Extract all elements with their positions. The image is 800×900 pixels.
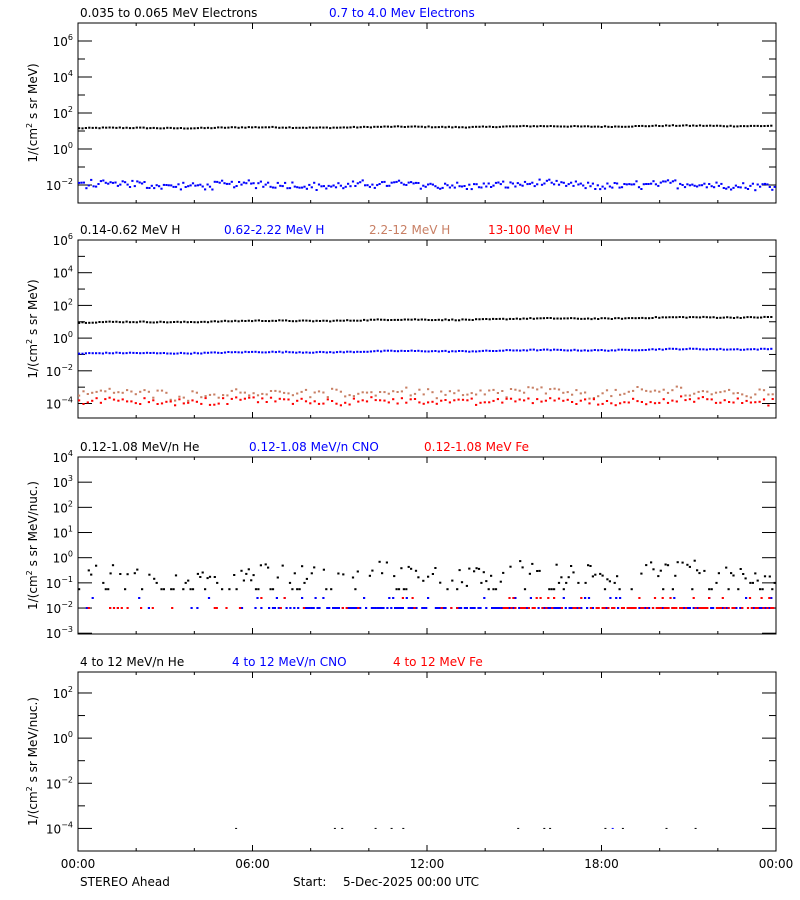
legend-entry: 0.035 to 0.065 MeV Electrons: [80, 6, 257, 20]
legend-entry: 0.12-1.08 MeV/n CNO: [249, 440, 379, 454]
y-tick-label: 103: [53, 474, 73, 490]
data-points: [78, 124, 776, 192]
legend-entry: 2.2-12 MeV H: [369, 223, 450, 237]
start-label: Start:: [293, 875, 326, 889]
y-tick-label: 10−4: [46, 820, 73, 836]
y-tick-label: 102: [53, 105, 73, 121]
legend-entry: 4 to 12 MeV/n CNO: [232, 655, 347, 669]
x-tick-label: 00:00: [61, 857, 96, 871]
y-tick-label: 100: [53, 730, 73, 746]
y-tick-label: 104: [53, 449, 73, 465]
x-tick-label: 00:00: [759, 857, 794, 871]
y-tick-label: 10−2: [46, 600, 73, 616]
y-axis-label: 1/(cm2 s sr MeV): [25, 279, 40, 378]
spacecraft-label: STEREO Ahead: [80, 875, 170, 889]
panel-electrons: 10−2 100 102 104 106 1/(cm2 s sr MeV) 0.035 to…: [25, 6, 777, 204]
data-points: [235, 827, 697, 829]
plot-frame: [77, 671, 777, 852]
y-tick-label: 10−2: [46, 363, 73, 379]
legend-entry: 0.12-1.08 MeV/n He: [80, 440, 199, 454]
x-tick-label: 06:00: [235, 857, 270, 871]
plot-frame: [77, 22, 777, 204]
y-tick-label: 106: [53, 232, 73, 248]
y-tick-label: 100: [53, 550, 73, 566]
y-tick-label: 100: [53, 141, 73, 157]
y-tick-label: 102: [53, 499, 73, 515]
y-tick-label: 10−4: [46, 396, 73, 412]
y-tick-label: 104: [53, 265, 73, 281]
data-points: [78, 559, 776, 609]
panel-high-energy-ions: 10−4 10−2 100 102 1/(cm2 s sr MeV/nuc.) 4 to …: [25, 655, 777, 852]
y-tick-label: 10−1: [46, 575, 73, 591]
x-tick-label: 18:00: [584, 857, 619, 871]
x-axis-labels: 00:00 06:00 12:00 18:00 00:00: [61, 857, 794, 871]
legend-entry: 13-100 MeV H: [488, 223, 573, 237]
y-tick-label: 102: [53, 685, 73, 701]
panel-low-energy-ions: 10−3 10−2 10−1 100 101 102 103 104 1/(cm2 s sr M…: [25, 440, 777, 641]
y-tick-label: 104: [53, 69, 73, 85]
y-tick-label: 101: [53, 525, 73, 541]
plot-frame: [77, 239, 777, 419]
y-tick-label: 10−3: [46, 625, 73, 641]
y-tick-label: 10−2: [46, 775, 73, 791]
legend-entry: 0.12-1.08 MeV Fe: [424, 440, 529, 454]
data-points: [78, 315, 774, 407]
y-tick-label: 100: [53, 330, 73, 346]
legend-entry: 4 to 12 MeV Fe: [393, 655, 483, 669]
start-time-value: 5-Dec-2025 00:00 UTC: [343, 875, 479, 889]
legend-entry: 4 to 12 MeV/n He: [80, 655, 184, 669]
legend-entry: 0.62-2.22 MeV H: [224, 223, 324, 237]
y-tick-label: 10−2: [46, 177, 73, 193]
y-axis-label: 1/(cm2 s sr MeV/nuc.): [25, 697, 40, 826]
y-axis-label: 1/(cm2 s sr MeV): [25, 63, 40, 162]
y-tick-label: 106: [53, 33, 73, 49]
y-tick-label: 102: [53, 297, 73, 313]
legend-entry: 0.14-0.62 MeV H: [80, 223, 180, 237]
y-axis-label: 1/(cm2 s sr MeV/nuc.): [25, 481, 40, 610]
x-tick-label: 12:00: [410, 857, 445, 871]
panel-protons: 10−4 10−2 100 102 104 106 1/(cm2 s sr MeV) 0.14…: [25, 223, 777, 419]
legend-entry: 0.7 to 4.0 Mev Electrons: [329, 6, 475, 20]
